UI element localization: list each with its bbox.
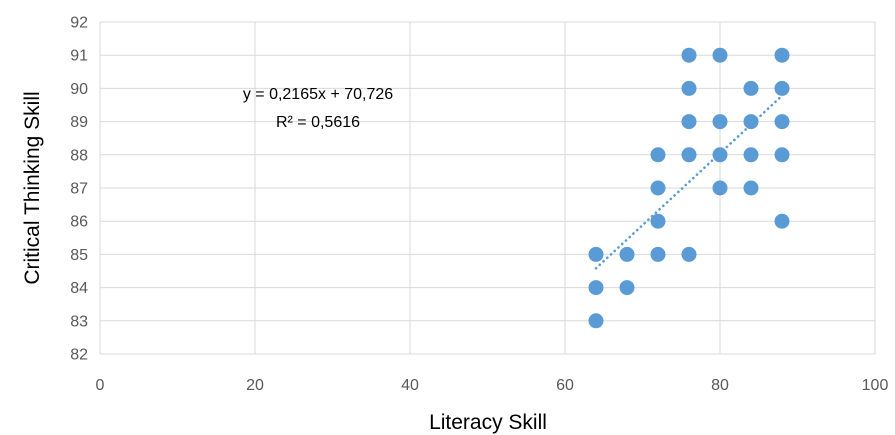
y-tick-label: 91: [70, 48, 88, 65]
y-tick-label: 90: [70, 81, 88, 98]
x-axis-title: Literacy Skill: [429, 411, 547, 434]
x-tick-labels: 0 20 40 60 80 100: [96, 377, 889, 394]
x-tick-label: 40: [401, 377, 419, 394]
y-tick-label: 84: [70, 280, 88, 297]
y-tick-label: 87: [70, 181, 88, 198]
data-point: [681, 114, 697, 130]
y-tick-label: 89: [70, 114, 88, 131]
data-point: [712, 180, 728, 196]
data-point: [774, 147, 790, 163]
data-point: [588, 246, 604, 262]
data-point: [743, 80, 759, 96]
data-point: [650, 246, 666, 262]
data-point: [774, 213, 790, 229]
data-point: [774, 80, 790, 96]
data-point: [619, 246, 635, 262]
y-axis-title: Critical Thinking Skill: [21, 91, 44, 284]
x-tick-label: 80: [711, 377, 729, 394]
data-point: [681, 80, 697, 96]
data-point: [650, 180, 666, 196]
y-tick-label: 83: [70, 313, 88, 330]
data-point: [650, 147, 666, 163]
data-point: [681, 147, 697, 163]
y-tick-label: 88: [70, 147, 88, 164]
y-tick-label: 92: [70, 15, 88, 32]
data-point: [681, 47, 697, 63]
gridlines: [99, 21, 876, 355]
trendline-equation: y = 0,2165x + 70,726: [243, 86, 393, 103]
data-point: [743, 147, 759, 163]
data-point: [712, 114, 728, 130]
y-tick-label: 82: [70, 347, 88, 364]
x-tick-label: 60: [556, 377, 574, 394]
data-point: [712, 147, 728, 163]
data-points: [588, 47, 790, 329]
x-tick-label: 0: [96, 377, 105, 394]
data-point: [588, 313, 604, 329]
data-point: [743, 114, 759, 130]
trendline: [594, 94, 784, 270]
data-point: [650, 213, 666, 229]
data-point: [743, 180, 759, 196]
data-point: [619, 280, 635, 296]
axes: [99, 22, 875, 355]
x-tick-label: 20: [246, 377, 264, 394]
trendline-layer: [594, 94, 784, 270]
y-tick-labels: 82 83 84 85 86 87 88 89 90 91 92: [70, 15, 88, 364]
data-point: [774, 47, 790, 63]
x-tick-label: 100: [862, 377, 889, 394]
y-tick-label: 86: [70, 214, 88, 231]
data-point: [774, 114, 790, 130]
data-point: [588, 280, 604, 296]
y-tick-label: 85: [70, 247, 88, 264]
data-point: [681, 246, 697, 262]
data-point: [712, 47, 728, 63]
trendline-r-squared: R² = 0,5616: [276, 114, 360, 131]
